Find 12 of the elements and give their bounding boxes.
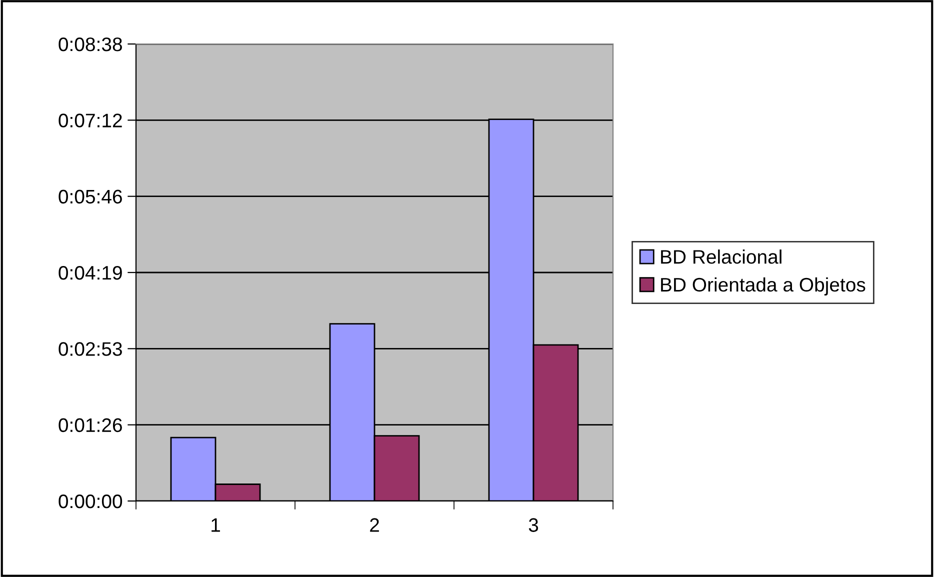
x-tick-label: 3 <box>528 518 538 532</box>
x-tick-label: 2 <box>370 518 379 532</box>
y-tick-label: 0:05:46 <box>58 190 122 204</box>
y-tick-label: 0:04:19 <box>58 266 122 280</box>
legend-label: BD Relacional <box>661 250 782 264</box>
y-tick-label: 0:00:00 <box>58 494 122 508</box>
y-tick-label: 0:07:12 <box>58 114 122 128</box>
y-tick-label: 0:02:53 <box>58 342 122 356</box>
y-tick-label: 0:01:26 <box>58 418 122 432</box>
y-tick-label: 0:08:38 <box>58 37 122 52</box>
x-tick-label: 1 <box>212 518 220 532</box>
legend-label: BD Orientada a Objetos <box>661 277 866 296</box>
